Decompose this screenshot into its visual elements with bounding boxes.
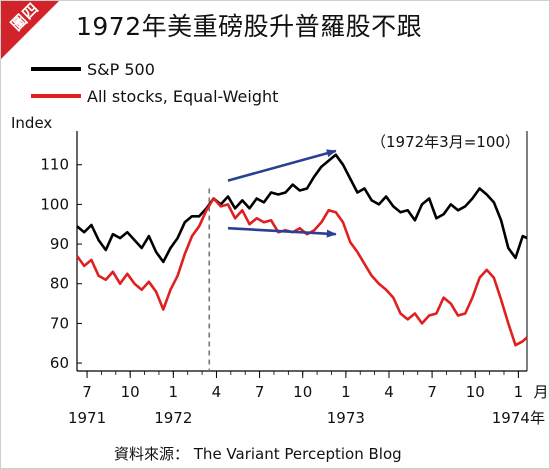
x-tick-label: 1 (169, 383, 179, 401)
legend-swatch-all-stocks (31, 94, 81, 98)
legend-swatch-sp500 (31, 67, 81, 71)
trend-arrow-all-stocks (227, 226, 337, 238)
x-year-label: 1973 (327, 409, 365, 427)
series-line-sp500 (76, 153, 528, 264)
badge-background (1, 1, 59, 59)
x-unit-label: 月 (533, 383, 548, 401)
legend-label-sp500: S&P 500 (87, 59, 155, 79)
x-tick-label: 7 (82, 383, 92, 401)
legend-item-all-stocks: All stocks, Equal-Weight (31, 85, 278, 107)
x-tick-label: 7 (255, 383, 265, 401)
x-year-label: 1972 (154, 409, 192, 427)
x-tick-label: 7 (427, 383, 437, 401)
y-tick-label: 110 (40, 156, 69, 174)
chart-note: （1972年3月=100） (371, 133, 520, 151)
chart-title: 1972年美重磅股升普羅股不跟 (76, 12, 423, 41)
figure-badge (1, 1, 59, 59)
x-tick-label: 1 (341, 383, 351, 401)
trend-arrow-sp500 (227, 149, 337, 182)
series-line-all-stocks (75, 197, 528, 347)
x-tick-label: 10 (293, 383, 312, 401)
y-tick-label: 90 (50, 235, 69, 253)
source-note: 資料來源： The Variant Perception Blog (114, 445, 402, 463)
y-axis-label: Index (11, 114, 52, 132)
x-year-label: 1974年 (492, 409, 545, 427)
x-tick-label: 4 (384, 383, 394, 401)
x-year-label: 1971 (68, 409, 106, 427)
x-tick-label: 10 (121, 383, 140, 401)
y-tick-label: 80 (50, 275, 69, 293)
legend-label-all-stocks: All stocks, Equal-Weight (87, 86, 279, 106)
y-tick-label: 60 (50, 354, 69, 372)
y-tick-label: 100 (40, 195, 69, 213)
x-tick-label: 1 (514, 383, 524, 401)
legend-item-sp500: S&P 500 (31, 58, 155, 80)
plot-area: 60 70 80 90 100 110 7 10 1 4 7 10 1 4 7 10 1 1971 1972 1973… (40, 131, 549, 427)
x-tick-label: 10 (466, 383, 485, 401)
x-tick-label: 4 (212, 383, 222, 401)
y-tick-label: 70 (50, 314, 69, 332)
